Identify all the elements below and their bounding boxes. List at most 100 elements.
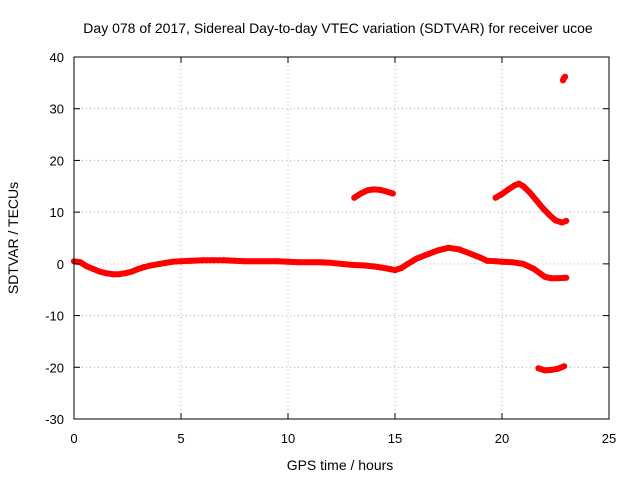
data-point (115, 271, 122, 278)
data-point (349, 261, 356, 268)
y-tick-label: 30 (50, 102, 64, 117)
data-point (188, 257, 195, 264)
data-point (404, 260, 411, 267)
data-point (554, 365, 561, 372)
data-point (83, 263, 90, 270)
y-tick-label: 10 (50, 205, 64, 220)
data-point (295, 259, 302, 266)
data-point (541, 367, 548, 374)
data-point (392, 267, 398, 274)
data-point (535, 365, 542, 372)
data-point (389, 190, 396, 197)
data-point (327, 259, 334, 266)
data-point (338, 260, 345, 267)
data-point (531, 266, 538, 272)
data-point (413, 255, 420, 262)
data-point (210, 257, 217, 264)
data-point (456, 246, 463, 253)
data-point (274, 258, 281, 265)
data-point (90, 266, 97, 272)
data-point (520, 260, 527, 267)
data-point (505, 186, 512, 193)
data-point (263, 258, 270, 265)
data-point (169, 258, 176, 265)
data-point (96, 268, 103, 275)
data-point (499, 191, 505, 197)
data-point (178, 258, 184, 265)
data-point (359, 262, 366, 269)
data-point (424, 251, 431, 258)
data-point (466, 250, 473, 257)
y-tick-label: 40 (50, 50, 64, 65)
data-point (242, 258, 249, 265)
data-point (370, 186, 377, 193)
data-point (109, 271, 116, 278)
y-tick-label: -30 (45, 412, 64, 427)
data-point (199, 257, 206, 264)
data-point (548, 366, 555, 373)
y-tick-label: 20 (50, 153, 64, 168)
data-point (317, 259, 324, 266)
x-tick-labels: 0 5 10 15 20 25 (70, 431, 616, 446)
grid (74, 57, 609, 419)
data-point (357, 190, 364, 197)
data-point (252, 258, 259, 265)
y-axis-label: SDTVAR / TECUs (5, 182, 21, 294)
plot-frame (73, 56, 610, 420)
data-point (77, 259, 84, 266)
x-tick-label: 0 (70, 431, 77, 446)
data-point (434, 247, 441, 254)
data-point (548, 275, 555, 282)
x-tick-label: 15 (388, 431, 402, 446)
data-point (561, 363, 568, 370)
data-point (533, 197, 540, 204)
data-point (141, 264, 148, 270)
chart-title: Day 078 of 2017, Sidereal Day-to-day VTE… (83, 20, 593, 36)
data-point (103, 270, 110, 277)
data-point (364, 187, 371, 194)
data-point (541, 273, 548, 280)
data-point (563, 217, 570, 224)
y-tick-label: 0 (57, 257, 64, 272)
data-point (492, 258, 499, 265)
x-tick-label: 25 (602, 431, 616, 446)
data-point (370, 263, 377, 270)
axis-ticks (73, 56, 610, 420)
data-point (546, 211, 553, 218)
data-point (220, 257, 227, 264)
data-point (148, 262, 154, 269)
data-point (554, 275, 561, 282)
data-point (552, 217, 559, 224)
data-point (539, 205, 546, 211)
plot-area (71, 73, 570, 374)
x-tick-label: 10 (281, 431, 295, 446)
y-tick-labels: -30 -20 -10 0 10 20 30 40 (45, 50, 64, 427)
data-point (377, 186, 383, 193)
data-point (526, 189, 533, 196)
data-point (383, 188, 390, 195)
data-point (128, 268, 135, 275)
data-point (351, 194, 358, 201)
data-point (135, 266, 142, 272)
data-point (381, 265, 388, 271)
data-point (509, 259, 516, 266)
y-tick-label: -20 (45, 360, 64, 375)
x-tick-label: 5 (177, 431, 184, 446)
x-tick-label: 20 (495, 431, 509, 446)
data-point (156, 260, 163, 267)
data-point (562, 73, 569, 80)
data-point (231, 257, 238, 264)
data-point (499, 258, 505, 265)
data-point (445, 244, 452, 251)
data-point (516, 180, 523, 187)
data-point (477, 254, 484, 261)
x-axis-label: GPS time / hours (287, 457, 394, 473)
data-point (122, 270, 129, 277)
data-point (285, 258, 291, 265)
data-point (492, 194, 499, 201)
data-point (484, 257, 490, 264)
data-point (398, 265, 405, 271)
data-point (520, 183, 527, 190)
data-point (163, 259, 169, 266)
